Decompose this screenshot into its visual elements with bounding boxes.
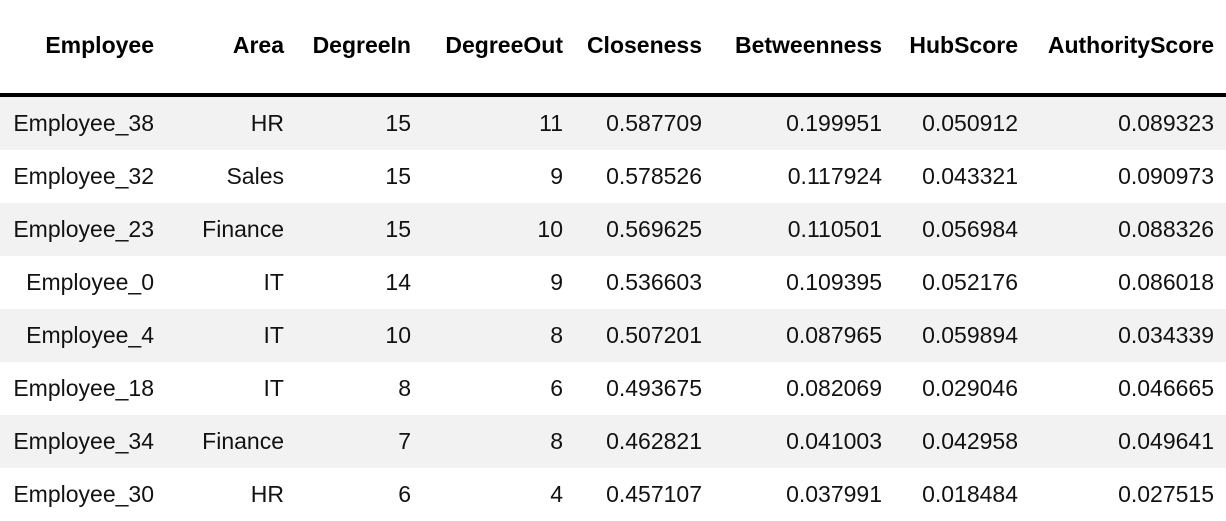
- column-header-closeness: Closeness: [575, 0, 714, 97]
- cell-degreein: 15: [385, 110, 411, 136]
- cell-degreeout: 8: [550, 322, 563, 348]
- cell-authorityscore: 0.088326: [1118, 216, 1214, 242]
- cell-employee: Employee_34: [13, 428, 154, 454]
- cell-hubscore: 0.029046: [922, 375, 1018, 401]
- cell-employee: Employee_18: [13, 375, 154, 401]
- cell-betweenness: 0.199951: [786, 110, 882, 136]
- cell-employee: Employee_4: [26, 322, 154, 348]
- cell-betweenness: 0.117924: [787, 163, 882, 189]
- cell-authorityscore: 0.027515: [1118, 481, 1214, 507]
- cell-area: Sales: [226, 163, 284, 189]
- cell-hubscore: 0.050912: [922, 110, 1018, 136]
- cell-area: IT: [263, 375, 284, 401]
- column-header-area: Area: [166, 0, 296, 97]
- cell-degreeout: 8: [550, 428, 563, 454]
- cell-closeness: 0.587709: [606, 110, 702, 136]
- cell-degreeout: 10: [537, 216, 563, 242]
- table-row-employee_32: Employee_32 Sales 15 9 0.578526 0.117924 0.043…: [0, 150, 1226, 203]
- cell-employee: Employee_38: [13, 110, 154, 136]
- cell-authorityscore: 0.046665: [1118, 375, 1214, 401]
- column-header-hubscore: HubScore: [894, 0, 1030, 97]
- cell-degreeout: 6: [550, 375, 563, 401]
- cell-betweenness: 0.041003: [786, 428, 882, 454]
- table-header: Employee Area DegreeIn DegreeOut Closeness Be…: [0, 0, 1226, 97]
- cell-employee: Employee_30: [13, 481, 154, 507]
- cell-hubscore: 0.018484: [922, 481, 1018, 507]
- cell-closeness: 0.569625: [606, 216, 702, 242]
- cell-authorityscore: 0.086018: [1118, 269, 1214, 295]
- table-row-employee_34: Employee_34 Finance 7 8 0.462821 0.041003 0.04…: [0, 415, 1226, 468]
- cell-area: Finance: [202, 428, 284, 454]
- table-header-row: Employee Area DegreeIn DegreeOut Closeness Be…: [0, 0, 1226, 97]
- cell-employee: Employee_23: [13, 216, 154, 242]
- cell-degreein: 6: [398, 481, 411, 507]
- cell-closeness: 0.578526: [606, 163, 702, 189]
- cell-authorityscore: 0.034339: [1118, 322, 1214, 348]
- cell-area: IT: [263, 322, 284, 348]
- column-header-authorityscore: AuthorityScore: [1030, 0, 1226, 97]
- cell-closeness: 0.457107: [606, 481, 702, 507]
- cell-degreein: 10: [385, 322, 411, 348]
- cell-closeness: 0.507201: [606, 322, 702, 348]
- cell-authorityscore: 0.089323: [1118, 110, 1214, 136]
- cell-employee: Employee_32: [13, 163, 154, 189]
- cell-degreeout: 4: [550, 481, 563, 507]
- cell-hubscore: 0.043321: [922, 163, 1018, 189]
- cell-area: HR: [250, 481, 284, 507]
- column-header-betweenness: Betweenness: [714, 0, 894, 97]
- cell-authorityscore: 0.049641: [1118, 428, 1214, 454]
- cell-degreeout: 11: [539, 110, 563, 136]
- cell-employee: Employee_0: [26, 269, 154, 295]
- cell-betweenness: 0.087965: [786, 322, 882, 348]
- cell-hubscore: 0.056984: [922, 216, 1018, 242]
- column-header-employee: Employee: [0, 0, 166, 97]
- cell-degreeout: 9: [550, 269, 563, 295]
- cell-closeness: 0.462821: [606, 428, 702, 454]
- cell-hubscore: 0.059894: [922, 322, 1018, 348]
- cell-betweenness: 0.109395: [786, 269, 882, 295]
- cell-degreein: 15: [385, 216, 411, 242]
- cell-closeness: 0.493675: [606, 375, 702, 401]
- column-header-degreein: DegreeIn: [296, 0, 423, 97]
- cell-area: Finance: [202, 216, 284, 242]
- cell-degreeout: 9: [550, 163, 563, 189]
- cell-area: HR: [250, 110, 284, 136]
- table-row-employee_18: Employee_18 IT 8 6 0.493675 0.082069 0.029046 0…: [0, 362, 1226, 415]
- table-row-employee_23: Employee_23 Finance 15 10 0.569625 0.110501 0.…: [0, 203, 1226, 256]
- cell-degreein: 15: [385, 163, 411, 189]
- cell-degreein: 14: [385, 269, 411, 295]
- table-row-employee_38: Employee_38 HR 15 11 0.587709 0.199951 0.05091…: [0, 95, 1226, 150]
- cell-closeness: 0.536603: [606, 269, 702, 295]
- cell-degreein: 8: [398, 375, 411, 401]
- table-row-employee_4: Employee_4 IT 10 8 0.507201 0.087965 0.059894 0…: [0, 309, 1226, 362]
- cell-betweenness: 0.082069: [786, 375, 882, 401]
- cell-hubscore: 0.052176: [922, 269, 1018, 295]
- cell-hubscore: 0.042958: [922, 428, 1018, 454]
- cell-betweenness: 0.037991: [786, 481, 882, 507]
- column-header-degreeout: DegreeOut: [423, 0, 575, 97]
- cell-degreein: 7: [398, 428, 411, 454]
- cell-authorityscore: 0.090973: [1118, 163, 1214, 189]
- cell-area: IT: [263, 269, 284, 295]
- cell-betweenness: 0.110501: [787, 216, 882, 242]
- table-body: Employee_38 HR 15 11 0.587709 0.199951 0.05091…: [0, 95, 1226, 521]
- table-row-employee_0: Employee_0 IT 14 9 0.536603 0.109395 0.052176 0…: [0, 256, 1226, 309]
- table-row-employee_30: Employee_30 HR 6 4 0.457107 0.037991 0.018484 0…: [0, 468, 1226, 521]
